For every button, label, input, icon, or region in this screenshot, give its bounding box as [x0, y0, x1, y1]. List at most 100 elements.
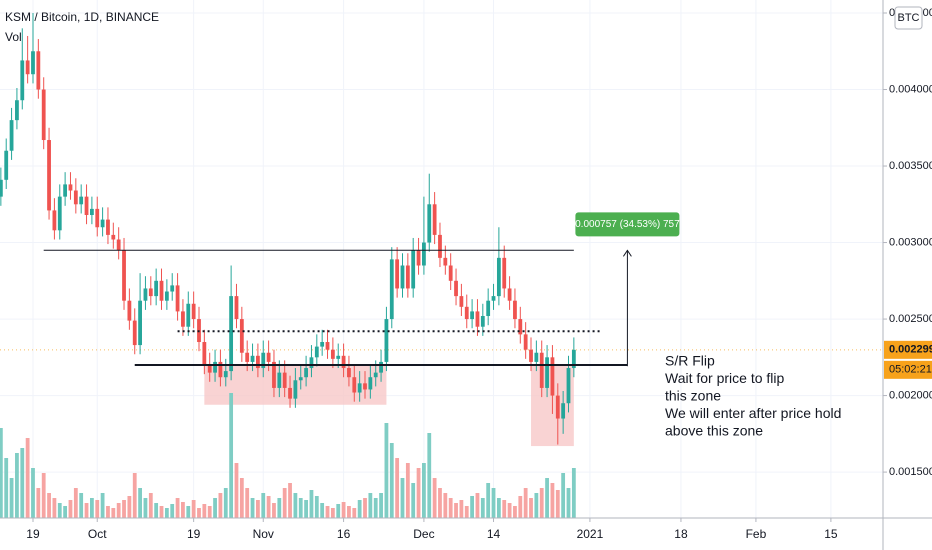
- candle-body: [250, 355, 255, 362]
- candle-body: [379, 361, 383, 373]
- annotation-line: Wait for price to flip: [665, 370, 785, 386]
- y-tick-label: 0.003000: [889, 236, 932, 248]
- volume-bar: [63, 506, 68, 518]
- candle-body: [518, 319, 523, 335]
- candle-body: [422, 242, 426, 266]
- candle-body: [539, 352, 544, 388]
- annotation-line: this zone: [665, 388, 721, 404]
- volume-bar: [496, 498, 501, 518]
- candle-body: [68, 184, 73, 191]
- candle-body: [164, 291, 169, 301]
- volume-bar: [288, 483, 292, 518]
- volume-bar: [534, 493, 539, 518]
- candle-body: [368, 377, 373, 390]
- volume-bar: [352, 508, 357, 518]
- volume-bar: [89, 498, 94, 518]
- candle-body: [443, 257, 448, 266]
- candle-body: [314, 346, 319, 358]
- volume-bar: [298, 498, 303, 518]
- candle-body: [31, 51, 35, 75]
- volume-bar: [336, 504, 341, 518]
- volume-bar: [132, 473, 137, 518]
- volume-bar: [31, 468, 35, 518]
- volume-bar: [256, 500, 260, 518]
- candle-body: [9, 120, 14, 151]
- candle-body: [330, 349, 335, 359]
- volume-bar: [0, 428, 3, 518]
- candle-body: [550, 357, 555, 396]
- volume-bar: [443, 493, 448, 518]
- x-tick-label: Dec: [413, 527, 434, 541]
- x-tick-label: 15: [824, 527, 838, 541]
- candle-body: [561, 403, 566, 419]
- volume-bar: [545, 478, 549, 518]
- candle-body: [545, 357, 549, 388]
- volume-bar: [272, 503, 276, 518]
- candle-body: [555, 395, 560, 419]
- volume-bar: [148, 493, 153, 518]
- candle-body: [138, 300, 142, 346]
- candle-body: [336, 355, 341, 359]
- volume-bar: [368, 493, 373, 518]
- candle-body: [384, 319, 389, 362]
- candle-body: [52, 210, 57, 231]
- candle-body: [47, 140, 51, 211]
- candle-body: [411, 250, 416, 289]
- candle-body: [41, 89, 46, 141]
- candle-body: [207, 364, 212, 373]
- candle-body: [213, 361, 217, 373]
- volume-bar: [513, 506, 517, 518]
- volume-bar: [207, 506, 212, 518]
- candle-body: [15, 100, 19, 121]
- volume-bar: [229, 393, 234, 518]
- candle-body: [438, 234, 442, 258]
- volume-bar: [373, 498, 378, 518]
- x-tick-label: 19: [187, 527, 201, 541]
- x-tick-label: Feb: [746, 527, 767, 541]
- candle-body: [432, 204, 437, 235]
- volume-bar: [486, 483, 491, 518]
- candle-body: [266, 352, 271, 362]
- measure-label: 0.000757 (34.53%) 757: [575, 219, 680, 230]
- volume-bar: [550, 483, 555, 518]
- volume-bar: [293, 493, 298, 518]
- volume-bar: [448, 498, 453, 518]
- volume-bar: [561, 473, 566, 518]
- volume-bar: [566, 488, 571, 518]
- candle-body: [111, 234, 116, 240]
- volume-bar: [464, 506, 469, 518]
- currency-box[interactable]: [894, 6, 923, 30]
- candle-body: [36, 51, 41, 90]
- volume-bar: [571, 468, 576, 518]
- candle-body: [89, 208, 94, 216]
- volume-bar: [555, 490, 560, 518]
- candle-body: [116, 239, 121, 251]
- volume-bar: [427, 433, 432, 518]
- volume-bar: [52, 498, 57, 518]
- volume-bar: [282, 488, 287, 518]
- candle-body: [57, 196, 62, 231]
- candle-body: [496, 257, 501, 297]
- volume-bar: [95, 500, 100, 518]
- annotation-line: We will enter after price hold: [665, 405, 841, 421]
- volume-bar: [518, 496, 523, 518]
- volume-bar: [491, 488, 496, 518]
- candle-body: [480, 316, 485, 327]
- volume-bar: [239, 478, 244, 518]
- volume-bar: [79, 493, 84, 518]
- volume-bar: [438, 488, 442, 518]
- volume-bar: [47, 493, 51, 518]
- candle-body: [181, 311, 185, 327]
- volume-bar: [186, 506, 191, 518]
- y-tick-label: 0.004000: [889, 83, 932, 95]
- candle-body: [357, 383, 362, 393]
- currency[interactable]: BTC: [898, 12, 920, 24]
- candle-body: [486, 300, 491, 317]
- volume-label: Vol: [5, 30, 22, 44]
- candle-body: [566, 368, 571, 404]
- volume-bar: [175, 498, 180, 518]
- volume-bar: [320, 503, 325, 518]
- volume-bar: [539, 488, 544, 518]
- volume-bar: [170, 504, 175, 518]
